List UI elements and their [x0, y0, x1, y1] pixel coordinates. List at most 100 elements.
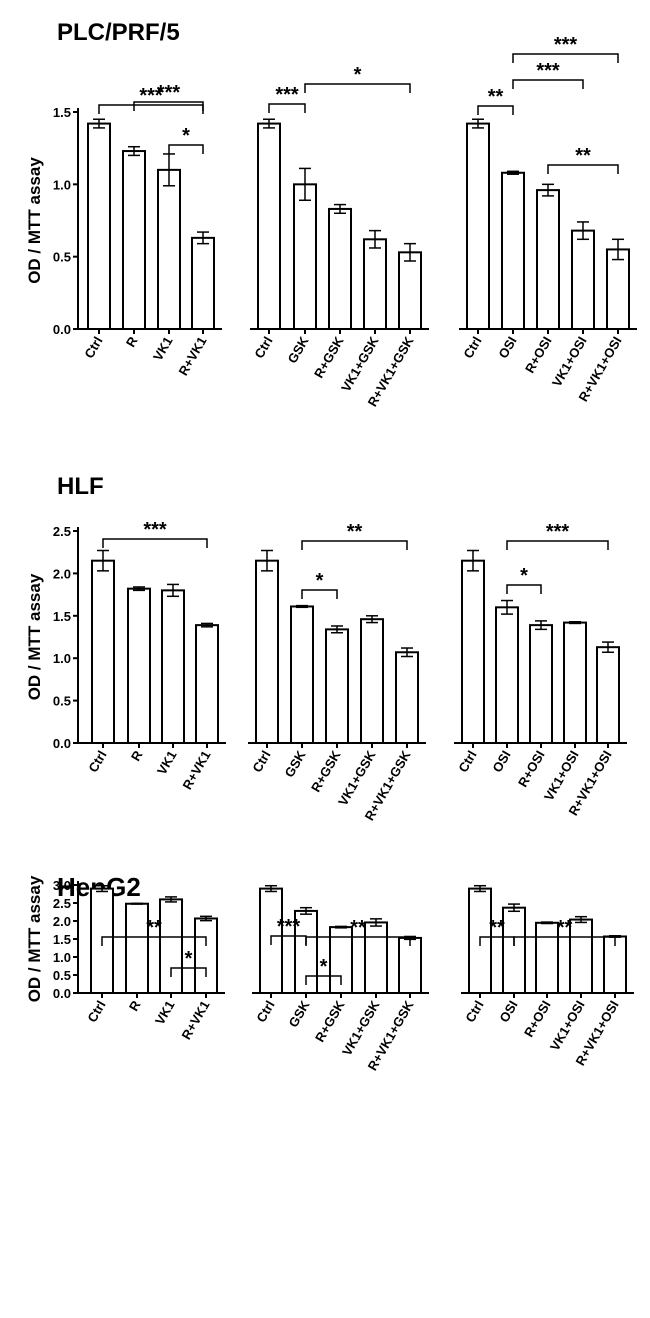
significance-label: **	[557, 917, 573, 939]
x-tick-label: OSI	[495, 334, 519, 361]
x-tick-label: Ctrl	[251, 334, 275, 361]
bar	[87, 122, 111, 330]
y-tick-label: 0.5	[53, 968, 71, 983]
x-tick-label: R	[126, 997, 144, 1013]
chart-title: HLF	[57, 473, 104, 500]
bar	[290, 605, 314, 744]
bar	[501, 171, 525, 330]
significance-label: *	[520, 565, 528, 587]
y-tick-label: 3.0	[53, 878, 71, 893]
y-tick-label: 0.0	[53, 986, 71, 1001]
x-tick-label: R+VK1	[179, 748, 213, 792]
bar	[569, 918, 593, 994]
x-tick-label: R	[123, 333, 141, 349]
y-tick-label: 0.5	[53, 694, 71, 709]
x-tick-label: VK1	[150, 334, 176, 363]
significance-bracket	[268, 103, 306, 113]
significance-bracket	[170, 967, 207, 977]
x-tick-label: R+GSK	[311, 333, 347, 380]
y-tick-label: 1.0	[53, 651, 71, 666]
bar	[125, 902, 149, 994]
bar	[535, 921, 559, 994]
bar	[529, 624, 553, 744]
significance-bracket	[305, 936, 411, 946]
x-tick-label: R+VK1	[175, 334, 209, 378]
significance-label: *	[316, 570, 324, 592]
x-tick-label: Ctrl	[455, 748, 479, 775]
bar	[536, 189, 560, 330]
bar	[257, 122, 281, 330]
significance-label: ***	[275, 84, 299, 106]
y-tick-label: 1.5	[53, 609, 71, 624]
bar	[466, 122, 490, 330]
significance-label: **	[347, 521, 363, 543]
y-tick-label: 2.0	[53, 914, 71, 929]
bar	[195, 624, 219, 744]
x-tick-label: Ctrl	[460, 334, 484, 361]
significance-label: ***	[546, 521, 570, 543]
significance-label: ***	[554, 34, 578, 56]
significance-bracket	[547, 164, 619, 174]
significance-label: ***	[157, 82, 181, 104]
x-tick-label: VK1	[152, 998, 178, 1027]
x-tick-label: OSI	[489, 748, 513, 775]
bar	[395, 651, 419, 744]
significance-label: **	[489, 917, 505, 939]
significance-label: **	[146, 917, 162, 939]
x-tick-label: VK1	[154, 748, 180, 777]
x-tick-label: R+GSK	[308, 747, 344, 794]
significance-label: *	[320, 956, 328, 978]
significance-bracket	[506, 584, 542, 594]
bar	[495, 606, 519, 744]
significance-bracket	[168, 144, 204, 154]
x-tick-label: GSK	[286, 997, 313, 1029]
bar	[194, 917, 218, 994]
x-tick-label: Ctrl	[253, 998, 277, 1025]
bar	[293, 183, 317, 330]
bar	[161, 589, 185, 744]
significance-label: *	[185, 948, 193, 970]
bar	[398, 251, 422, 330]
significance-bracket	[305, 975, 342, 985]
significance-bracket	[301, 589, 338, 599]
y-tick-label: 1.0	[53, 950, 71, 965]
chart-panel-1: PLC/PRF/5 OD / MTT assay 0.0 0.5 1.0 1.5 Ctrl R…	[25, 19, 637, 409]
significance-label: **	[575, 145, 591, 167]
y-tick-label: 2.0	[53, 566, 71, 581]
bar	[461, 559, 485, 744]
x-tick-label: Ctrl	[84, 998, 108, 1025]
y-tick-label: 1.5	[53, 105, 71, 120]
significance-bracket	[102, 538, 208, 548]
significance-bracket	[513, 936, 616, 946]
significance-label: *	[354, 64, 362, 86]
x-tick-label: Ctrl	[249, 748, 273, 775]
bar	[191, 236, 215, 330]
bar	[502, 906, 526, 994]
y-tick-label: 1.0	[53, 177, 71, 192]
x-tick-label: GSK	[282, 747, 309, 779]
x-tick-label: R+VK1	[178, 998, 212, 1042]
x-tick-label: Ctrl	[81, 334, 105, 361]
chart-panel-2: HLF OD / MTT assay 0.0 0.5 1.0 1.5 2.0 2.5 Ctrl R…	[25, 473, 627, 823]
significance-label: ***	[536, 60, 560, 82]
chart-title: PLC/PRF/5	[57, 19, 180, 46]
x-tick-label: Ctrl	[462, 998, 486, 1025]
bar	[91, 559, 115, 744]
x-tick-label: R+OSI	[522, 334, 555, 376]
bar	[360, 618, 384, 745]
y-tick-label: 2.5	[53, 896, 71, 911]
y-tick-label: 0.0	[53, 322, 71, 337]
x-tick-label: Ctrl	[85, 748, 109, 775]
bar	[325, 628, 349, 744]
bar	[122, 150, 146, 330]
y-tick-label: 1.5	[53, 932, 71, 947]
bar	[563, 621, 587, 744]
y-axis-label: OD / MTT assay	[25, 157, 44, 284]
bar	[398, 936, 422, 994]
significance-label: ***	[277, 916, 301, 938]
significance-bracket	[477, 105, 514, 115]
bar	[363, 238, 387, 331]
bar	[255, 559, 279, 744]
